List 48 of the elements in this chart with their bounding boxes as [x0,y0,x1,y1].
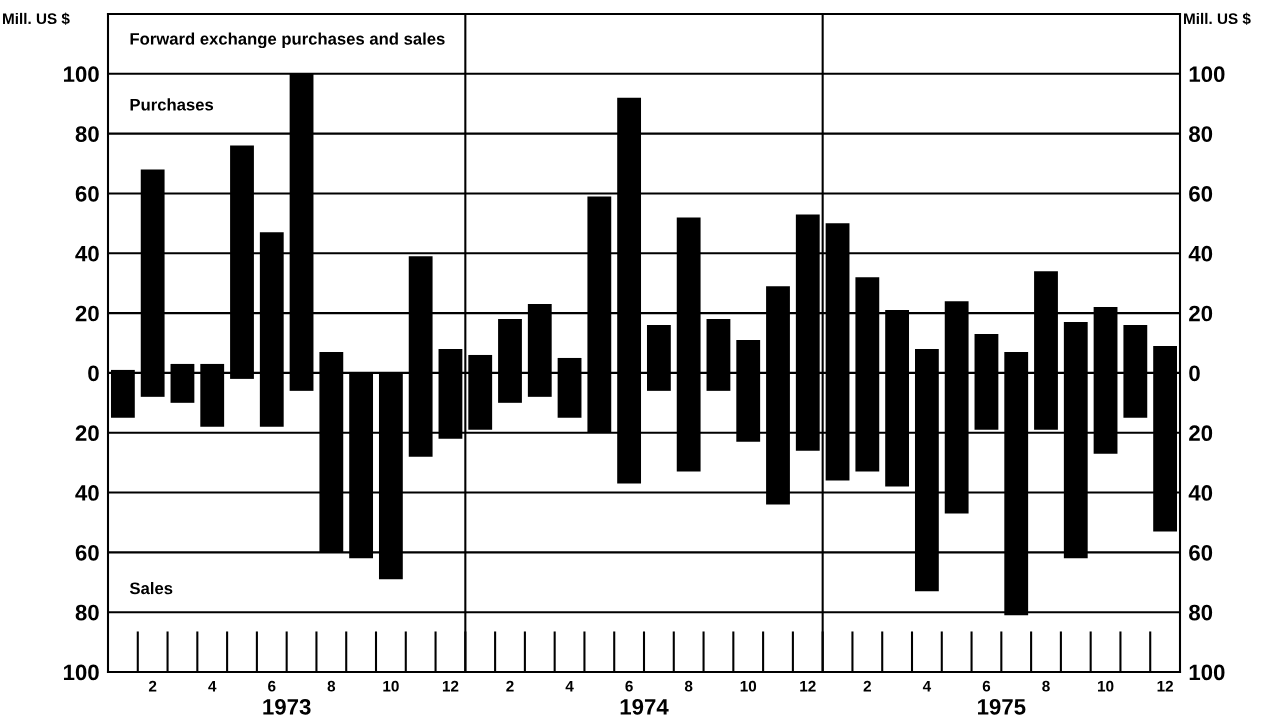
y-tick-label: 20 [75,305,99,322]
x-tick-label: 10 [1098,680,1114,692]
x-tick-label: 8 [1042,680,1050,692]
x-tick-label: 8 [684,680,693,692]
x-tick-label: 2 [148,680,157,692]
y-tick-label: 100 [63,664,99,681]
x-tick-label: 12 [442,680,459,692]
y-tick-label: 80 [75,604,99,621]
y2-tick-label: 60 [1189,185,1213,202]
text: Forward exchange purchases and sales [130,32,445,49]
text: 1974 [620,698,669,715]
y2-tick-label: 20 [1189,425,1213,441]
y-axis-title: Mill. US $ [3,12,70,26]
y2-tick-label: 100 [1189,66,1225,83]
annotation: Sales [129,581,173,595]
x-tick-label: 4 [922,680,932,692]
x-tick-label: 8 [327,680,336,692]
y-tick-label: 0 [88,365,99,382]
y-tick-label: 40 [75,485,99,501]
x-tick-label: 4 [565,680,574,692]
y2-tick-label: 20 [1189,305,1213,322]
x-tick-label: 10 [740,680,757,692]
text: 1973 [263,698,311,715]
x-tick-label: 10 [383,680,399,692]
y2-tick-label: 80 [1189,604,1213,621]
y-tick-label: 100 [63,66,99,83]
y2-axis-title: Mill. US $ [1184,12,1251,26]
y2-tick-label: 80 [1189,126,1213,142]
x-tick-label: 6 [982,680,991,692]
y2-tick-label: 40 [1188,245,1213,262]
x-tick-label: 12 [800,680,816,692]
y-tick-label: 80 [75,126,99,142]
x-tick-label: 6 [625,680,633,692]
y2-tick-label: 100 [1189,664,1225,681]
x-tick-label: 2 [863,680,871,692]
y2-tick-label: 60 [1189,544,1213,561]
y-tick-label: 60 [75,185,99,202]
annotation: Purchases [130,98,214,111]
y-tick-label: 20 [75,425,99,441]
y2-tick-label: 0 [1189,365,1200,382]
x-tick-label: 2 [506,680,514,692]
y-tick-label: 60 [75,544,99,561]
y-tick-label: 40 [75,245,99,262]
text: 1975 [978,698,1026,715]
x-tick-label: 6 [268,680,276,692]
y2-tick-label: 40 [1188,485,1213,501]
x-tick-label: 12 [1157,680,1173,692]
x-tick-label: 4 [208,680,217,692]
